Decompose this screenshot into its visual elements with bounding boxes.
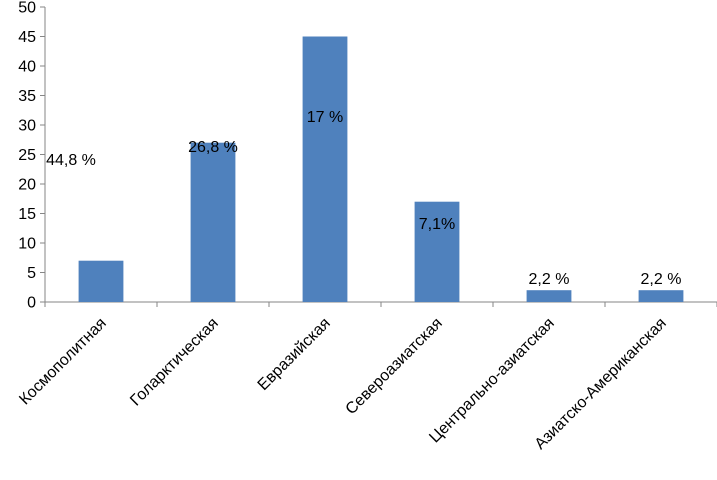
bar-2 bbox=[190, 142, 236, 302]
data-labels: 44,8 % 26,8 % 17 % 7,1% 2,2 % 2,2 % bbox=[46, 109, 681, 288]
y-tick-label-40: 40 bbox=[18, 59, 36, 76]
y-tick-label-5: 5 bbox=[27, 265, 36, 282]
y-axis-tick-labels: 0 5 10 15 20 25 30 35 40 45 50 bbox=[18, 0, 36, 312]
bar-3 bbox=[302, 36, 348, 302]
category-label-6: Азиатско-Американская bbox=[532, 315, 670, 453]
chart-axes bbox=[40, 6, 717, 307]
y-tick-label-50: 50 bbox=[18, 0, 36, 17]
data-label-1: 44,8 % bbox=[46, 152, 96, 169]
data-label-2: 26,8 % bbox=[188, 139, 238, 156]
data-label-6: 2,2 % bbox=[641, 271, 682, 288]
y-tick-label-20: 20 bbox=[18, 177, 36, 194]
bar-5 bbox=[526, 290, 572, 302]
data-label-5: 2,2 % bbox=[529, 271, 570, 288]
y-tick-label-30: 30 bbox=[18, 118, 36, 135]
y-tick-label-45: 45 bbox=[18, 29, 36, 46]
y-tick-label-25: 25 bbox=[18, 147, 36, 164]
bar-6 bbox=[638, 290, 684, 302]
category-label-5: Центрально-азиатская bbox=[426, 315, 558, 447]
category-label-1: Космополитная bbox=[16, 315, 110, 409]
y-tick-label-35: 35 bbox=[18, 88, 36, 105]
category-label-4: Североазиатская bbox=[343, 315, 446, 418]
category-label-3: Евразийская bbox=[255, 315, 334, 394]
chart-bars bbox=[78, 36, 684, 302]
bar-4 bbox=[414, 201, 460, 302]
data-label-4: 7,1% bbox=[419, 216, 455, 233]
category-label-2: Голарктическая bbox=[127, 315, 222, 410]
data-label-3: 17 % bbox=[307, 109, 343, 126]
y-tick-label-0: 0 bbox=[27, 295, 36, 312]
bar-1 bbox=[78, 260, 124, 302]
x-axis-category-labels: Космополитная Голарктическая Евразийская Се… bbox=[16, 315, 670, 453]
y-tick-label-10: 10 bbox=[18, 236, 36, 253]
y-tick-label-15: 15 bbox=[18, 206, 36, 223]
